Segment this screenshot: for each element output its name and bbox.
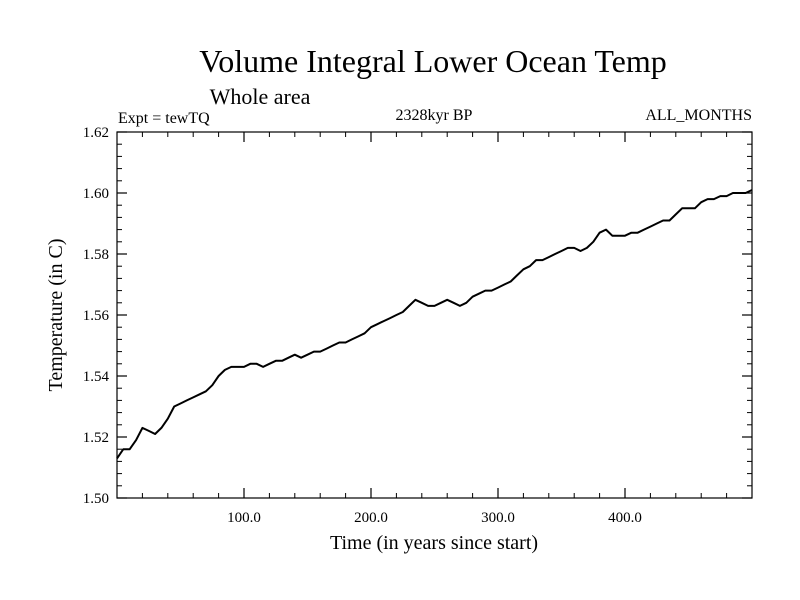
- x-tick-label: 400.0: [608, 510, 642, 526]
- x-tick-label: 100.0: [227, 510, 261, 526]
- temperature-series-line: [116, 189, 753, 459]
- period-label: 2328kyr BP: [396, 107, 473, 124]
- x-axis-label: Time (in years since start): [330, 532, 538, 554]
- x-minor-ticks: [141, 132, 728, 498]
- y-axis-label: Temperature (in C): [45, 239, 67, 392]
- y-minor-ticks: [117, 143, 752, 487]
- y-tick-label: 1.62: [83, 125, 109, 141]
- y-axis-ticks: 1.50 1.52 1.54 1.56 1.58 1.60 1.62: [83, 125, 752, 507]
- chart-title: Volume Integral Lower Ocean Temp: [199, 43, 667, 79]
- y-tick-label: 1.58: [83, 247, 109, 263]
- y-tick-label: 1.52: [83, 430, 109, 446]
- experiment-label: Expt = tewTQ: [118, 110, 210, 127]
- y-tick-label: 1.56: [83, 308, 110, 324]
- y-tick-label: 1.54: [83, 369, 110, 385]
- x-axis-ticks: 100.0 200.0 300.0 400.0: [227, 132, 642, 526]
- plot-frame: [116, 131, 753, 499]
- y-tick-label: 1.60: [83, 186, 109, 202]
- x-tick-label: 200.0: [354, 510, 388, 526]
- chart-subtitle: Whole area: [210, 84, 311, 109]
- x-tick-label: 300.0: [481, 510, 515, 526]
- y-tick-label: 1.50: [83, 491, 109, 507]
- months-label: ALL_MONTHS: [645, 107, 752, 124]
